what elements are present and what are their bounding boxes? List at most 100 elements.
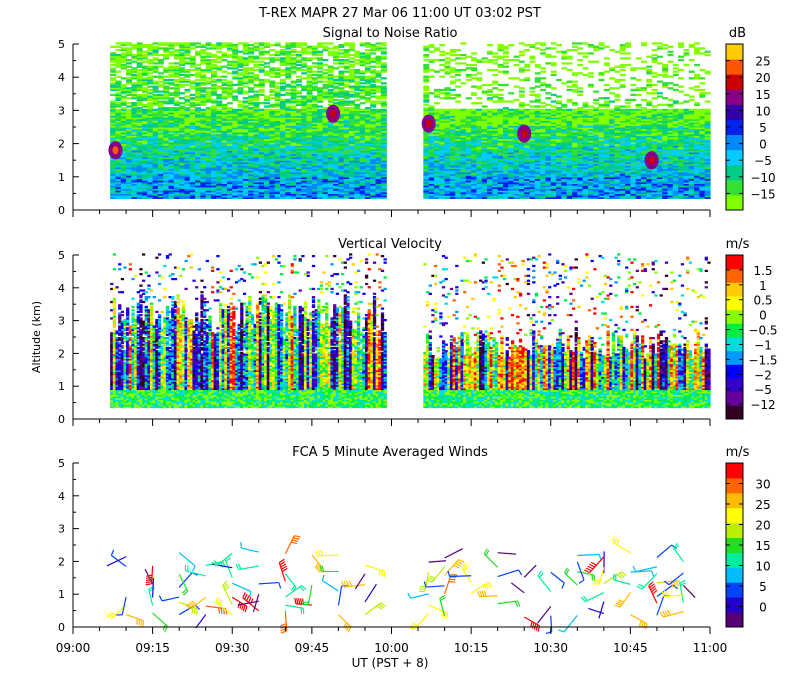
snr-cell (179, 73, 186, 77)
snr-cell (301, 42, 308, 45)
snr-cell (126, 80, 132, 83)
snr-cell (152, 131, 159, 135)
snr-cell (136, 186, 143, 190)
snr-cell (179, 117, 186, 120)
snr-cell (354, 75, 361, 78)
snr-cell (226, 181, 233, 185)
snr-cell (189, 158, 196, 161)
snr-cell (163, 117, 170, 120)
snr-cell (120, 120, 127, 123)
snr-cell (375, 55, 382, 58)
snr-cell (216, 163, 223, 166)
snr-cell (359, 102, 366, 105)
snr-cell (131, 118, 138, 121)
snr-cell (184, 180, 191, 183)
snr-cell (216, 68, 223, 72)
snr-cell (211, 87, 217, 90)
snr-cell (147, 45, 154, 48)
snr-cell (242, 176, 249, 180)
snr-cell (115, 140, 122, 143)
snr-cell (115, 195, 122, 198)
snr-cell (253, 102, 260, 105)
snr-cell (221, 138, 228, 141)
snr-cell (115, 65, 122, 68)
snr-cell (152, 93, 159, 97)
snr-cell (375, 70, 382, 73)
snr-cell (248, 131, 255, 135)
snr-cell (232, 178, 239, 181)
snr-cell (258, 151, 265, 155)
snr-cell (131, 44, 138, 47)
snr-cell (216, 181, 223, 185)
snr-cell (200, 128, 207, 131)
snr-cell (248, 140, 255, 143)
snr-cell (237, 87, 244, 90)
snr-cell (211, 75, 217, 78)
snr-cell (136, 57, 143, 60)
snr-cell (232, 97, 239, 100)
snr-cell (232, 44, 239, 47)
snr-cell (184, 125, 191, 128)
snr-cell (163, 113, 170, 116)
snr-cell (253, 55, 260, 58)
snr-cell (179, 62, 186, 65)
snr-cell (226, 195, 233, 198)
snr-cell (195, 103, 201, 107)
snr-cell (131, 128, 138, 131)
snr-cell (173, 80, 180, 83)
snr-cell (370, 83, 377, 87)
snr-cell (242, 122, 249, 125)
snr-cell (142, 108, 148, 111)
snr-cell (147, 155, 154, 158)
snr-cell (195, 120, 201, 123)
snr-cell (115, 181, 122, 185)
snr-cell (253, 105, 260, 108)
snr-cell (142, 123, 148, 126)
snr-cell (295, 42, 302, 45)
snr-cell (179, 141, 186, 145)
snr-cell (184, 166, 191, 170)
snr-cell (237, 112, 244, 115)
snr-cell (481, 57, 488, 60)
snr-cell (232, 173, 239, 176)
snr-cell (131, 85, 138, 88)
snr-cell (232, 150, 239, 153)
snr-cell (237, 123, 244, 126)
snr-cell (142, 50, 148, 53)
snr-cell (216, 100, 223, 103)
snr-cell (264, 138, 271, 141)
snr-cell (120, 190, 127, 193)
snr-cell (253, 180, 260, 183)
snr-cell (211, 112, 217, 115)
snr-cell (152, 90, 159, 93)
snr-cell (226, 107, 233, 110)
snr-cell (232, 47, 239, 50)
snr-cell (216, 180, 223, 183)
snr-cell (184, 185, 191, 188)
snr-cell (200, 165, 207, 168)
snr-cell (232, 186, 239, 190)
snr-cell (476, 58, 483, 62)
snr-cell (200, 183, 207, 186)
snr-cell (110, 138, 117, 141)
snr-cell (439, 108, 446, 111)
snr-cell (200, 108, 207, 111)
snr-cell (242, 191, 249, 194)
snr-cell (211, 146, 217, 150)
snr-cell (142, 193, 148, 196)
snr-cell (248, 188, 255, 191)
snr-cell (242, 92, 249, 95)
snr-cell (237, 173, 244, 176)
snr-cell (152, 175, 159, 178)
snr-cell (205, 195, 212, 198)
snr-cell (195, 180, 201, 183)
snr-cell (163, 146, 170, 150)
snr-cell (120, 107, 127, 110)
snr-cell (120, 143, 127, 146)
snr-cell (157, 80, 164, 83)
snr-cell (173, 42, 180, 45)
snr-cell (189, 163, 196, 166)
snr-cell (195, 158, 201, 161)
snr-cell (126, 115, 132, 118)
snr-cell (258, 170, 265, 173)
